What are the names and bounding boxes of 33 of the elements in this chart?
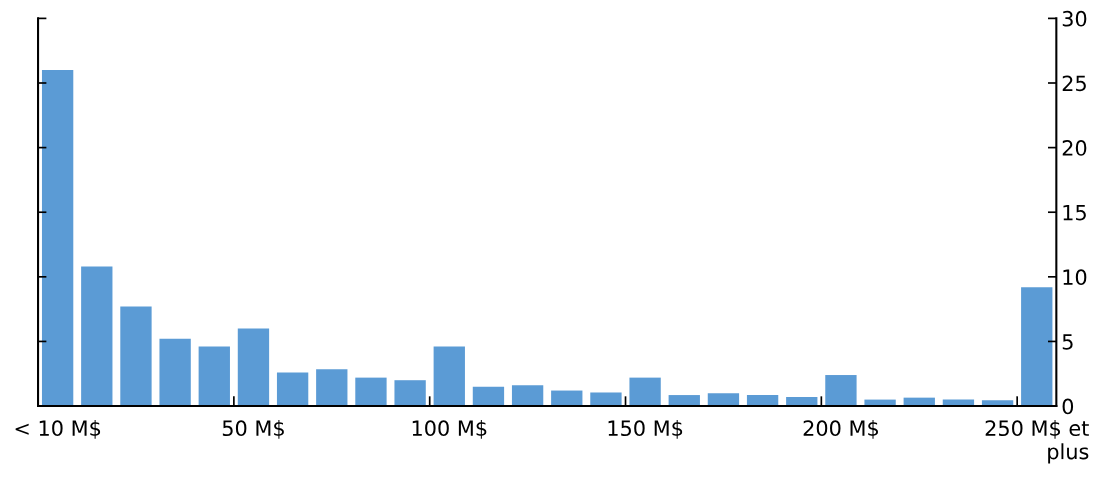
bar xyxy=(316,369,348,407)
x-tick-label: 100 M$ xyxy=(412,419,487,439)
y-tick-label: 25 xyxy=(1062,75,1086,92)
y-tick-label: 10 xyxy=(1063,269,1087,286)
bar xyxy=(41,70,74,407)
x-tick-label: 50 M$ xyxy=(222,419,284,439)
y-tick-label: 20 xyxy=(1062,140,1087,156)
bar xyxy=(1021,287,1053,407)
bar xyxy=(511,385,544,407)
bar xyxy=(433,346,465,407)
y-tick-label: 30 xyxy=(1062,10,1087,27)
x-tick-label: < 10 M$ xyxy=(15,419,101,439)
bar xyxy=(825,375,857,407)
bar xyxy=(629,377,661,407)
bar xyxy=(159,338,191,407)
x-tick-label: 250 M$ et plus xyxy=(985,419,1089,464)
bar xyxy=(276,372,309,407)
bar xyxy=(237,328,270,407)
y-tick-label: 5 xyxy=(1062,334,1073,350)
bar xyxy=(198,346,230,407)
y-tick-label: 15 xyxy=(1063,204,1086,221)
bar xyxy=(81,266,113,407)
bar xyxy=(394,380,426,407)
bar xyxy=(120,306,152,407)
bar xyxy=(746,395,779,407)
bar xyxy=(707,393,740,407)
bar xyxy=(472,386,505,407)
bar xyxy=(668,395,700,407)
y-tick-label: 0 xyxy=(1062,398,1074,415)
bar xyxy=(355,377,387,407)
x-tick-label: 200 M$ xyxy=(803,419,879,439)
x-tick-label: 150 M$ xyxy=(608,419,683,439)
bar xyxy=(590,392,622,407)
